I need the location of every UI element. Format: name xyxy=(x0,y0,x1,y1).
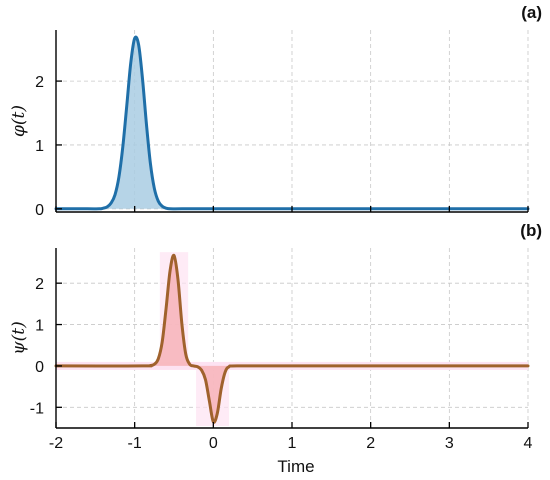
x-tick-label: 0 xyxy=(209,435,218,452)
y-tick-label: 1 xyxy=(35,138,44,155)
panel-label: (a) xyxy=(521,3,542,22)
y-tick-label: 2 xyxy=(35,74,44,91)
panel-label: (b) xyxy=(520,221,542,240)
y-tick-label: 2 xyxy=(35,276,44,293)
y-tick-label: 1 xyxy=(35,318,44,335)
y-axis-label: ψ(t) xyxy=(9,321,29,354)
x-tick-label: 2 xyxy=(366,435,375,452)
y-tick-label: 0 xyxy=(35,202,44,219)
x-tick-label: 1 xyxy=(288,435,297,452)
x-tick-label: 3 xyxy=(445,435,454,452)
series-line xyxy=(54,253,530,424)
series-fill xyxy=(56,255,528,423)
x-tick-label: -2 xyxy=(49,435,63,452)
panel-a: 0 1 2 φ(t) (a) xyxy=(9,3,542,219)
y-tick-label: 0 xyxy=(35,359,44,376)
panel-b: -2 -1 0 1 2 3 4 -1 0 1 2 ψ(t) (b) Time xyxy=(9,221,542,476)
y-tick-label: -1 xyxy=(30,400,44,417)
x-tick-label: -1 xyxy=(128,435,142,452)
y-axis-label: φ(t) xyxy=(9,105,29,137)
x-tick-label: 4 xyxy=(524,435,533,452)
x-axis-label: Time xyxy=(277,457,314,476)
